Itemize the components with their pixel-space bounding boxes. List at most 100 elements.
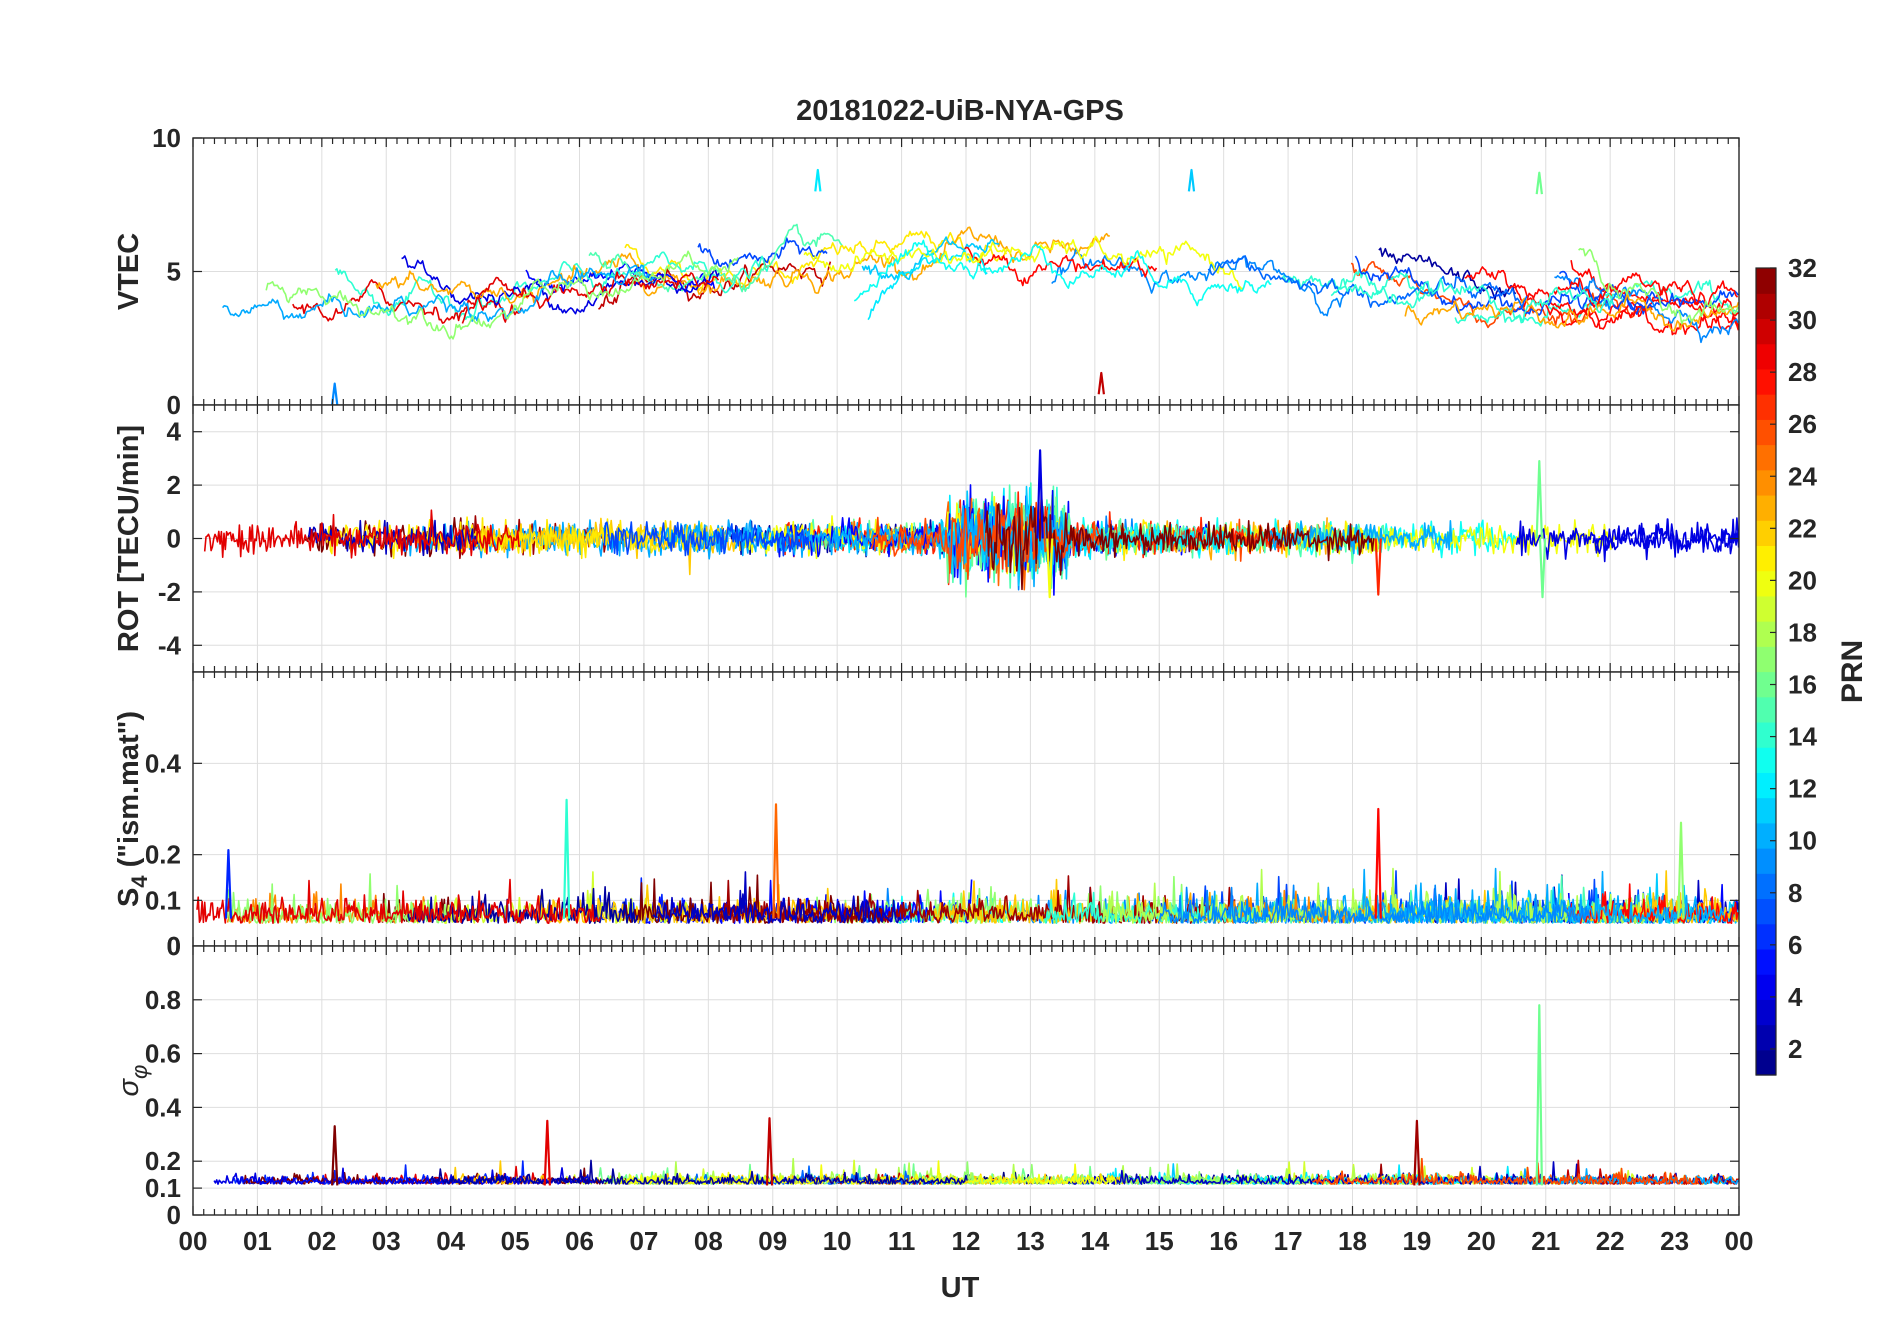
panel-1: 0 5 10 VTEC (113, 123, 1740, 420)
colorbar-tick-label: 30 (1788, 305, 1817, 335)
colorbar-swatch (1756, 696, 1776, 723)
data-line (203, 509, 521, 559)
data-line (325, 516, 725, 560)
colorbar-swatch (1756, 368, 1776, 395)
x-tick-label: 14 (1080, 1226, 1109, 1256)
y-axis-label: ROT [TECU/min] (113, 425, 145, 652)
data-line (1554, 274, 1739, 344)
colorbar-swatch (1756, 1049, 1776, 1076)
y-tick-label: 0 (167, 524, 181, 554)
x-tick-label: 01 (243, 1226, 272, 1256)
y-tick-label: 0.2 (145, 840, 181, 870)
y-tick-label: 0 (167, 1200, 181, 1230)
data-line (964, 246, 1158, 287)
data-line (603, 521, 810, 557)
series-group (196, 798, 1739, 925)
x-tick-label: 12 (952, 1226, 981, 1256)
data-line (985, 491, 1375, 591)
highlight-point (1097, 371, 1105, 395)
data-line (461, 271, 720, 324)
data-line (1280, 267, 1434, 302)
y-tick-label: 0 (167, 931, 181, 961)
y-tick-label: 10 (152, 123, 181, 153)
colorbar-tick-label: 2 (1788, 1034, 1802, 1064)
colorbar-swatch (1756, 394, 1776, 420)
x-tick-label: 04 (436, 1226, 465, 1256)
highlight-point (1036, 449, 1044, 539)
highlight-point (772, 803, 780, 919)
y-axis-label: VTEC (113, 233, 145, 310)
x-tick-label: 20 (1467, 1226, 1496, 1256)
y-tick-label: 0.8 (145, 985, 181, 1015)
x-tick-label: 18 (1338, 1226, 1367, 1256)
data-line (1578, 247, 1739, 325)
y-tick-label: 2 (167, 470, 181, 500)
panel-2: -4 -2 0 2 4 ROT [TECU/min] (113, 404, 1740, 673)
x-tick-label: 22 (1596, 1226, 1625, 1256)
x-tick-label: 19 (1402, 1226, 1431, 1256)
data-line (265, 250, 739, 340)
data-line (1404, 292, 1739, 332)
highlight-point (1677, 821, 1685, 919)
colorbar-swatch (1756, 898, 1776, 925)
highlight-point (543, 1119, 551, 1186)
series-group (203, 449, 1739, 599)
data-line (429, 1159, 968, 1185)
highlight-point (1374, 538, 1382, 596)
colorbar-swatch (1756, 974, 1776, 1000)
highlight-point (331, 1125, 339, 1186)
x-tick-label: 02 (307, 1226, 336, 1256)
y-axis-label: S4 ("ism.mat") (113, 711, 152, 907)
colorbar-swatch (1756, 873, 1776, 900)
x-tick-label: 11 (888, 1226, 916, 1256)
colorbar-tick-label: 18 (1788, 617, 1817, 647)
colorbar-swatch (1756, 999, 1776, 1026)
y-label-sub: 4 (127, 875, 152, 888)
colorbar-swatch (1756, 646, 1776, 673)
colorbar-swatch (1756, 772, 1776, 799)
colorbar-swatch (1756, 822, 1776, 849)
data-line (867, 250, 988, 321)
chart-title: 20181022-UiB-NYA-GPS (796, 95, 1124, 127)
data-line (861, 236, 1000, 281)
colorbar-tick-label: 26 (1788, 409, 1817, 439)
x-tick-label: 23 (1660, 1226, 1689, 1256)
highlight-point (765, 1117, 774, 1186)
y-tick-label: 0 (167, 931, 181, 961)
y-tick-label: 0.2 (145, 1146, 181, 1176)
x-tick-label: 21 (1531, 1226, 1560, 1256)
x-tick-label: 13 (1016, 1226, 1045, 1256)
colorbar-swatch (1756, 318, 1776, 345)
x-tick-label: 16 (1209, 1226, 1238, 1256)
colorbar-swatch (1756, 671, 1776, 698)
colorbar-swatch (1756, 848, 1776, 874)
colorbar-swatch (1756, 545, 1776, 572)
data-line (1268, 519, 1453, 555)
colorbar-tick-label: 4 (1788, 982, 1803, 1012)
data-line (1512, 284, 1739, 330)
highlight-point (224, 849, 233, 919)
colorbar-swatch (1756, 595, 1776, 622)
highlight-point (1535, 171, 1543, 195)
data-line (652, 871, 901, 924)
y-tick-label: 0 (167, 390, 181, 420)
colorbar-tick-label: 24 (1788, 461, 1817, 491)
colorbar-swatch (1756, 520, 1776, 547)
highlight-point (1046, 538, 1054, 599)
x-tick-label: 00 (179, 1226, 208, 1256)
y-label-rest: ("ism.mat") (113, 711, 145, 875)
data-line (1330, 277, 1614, 323)
data-line (803, 235, 1245, 291)
y-tick-label: -2 (158, 577, 181, 607)
colorbar-swatch (1756, 419, 1776, 446)
x-tick-label: 03 (372, 1226, 401, 1256)
data-line (1464, 266, 1739, 336)
x-tick-label: 09 (758, 1226, 787, 1256)
data-line (196, 878, 601, 925)
panel-4: 00.10.2 0.4 0.6 0.8 σφ (113, 945, 1740, 1230)
colorbar-swatch (1756, 721, 1776, 748)
highlight-point (562, 798, 571, 919)
colorbar-swatch (1756, 343, 1776, 370)
